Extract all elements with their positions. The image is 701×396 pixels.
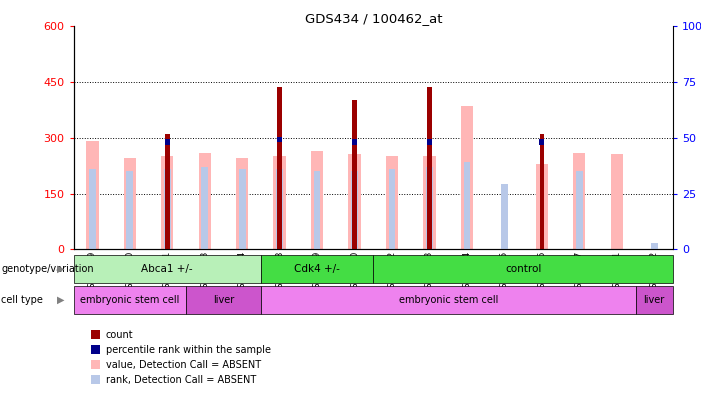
Bar (539, 139, 544, 145)
Bar (261, 286, 636, 314)
Bar (461, 106, 473, 249)
Bar (261, 255, 373, 283)
Text: liver: liver (644, 295, 665, 305)
Bar (277, 137, 282, 143)
Bar (386, 156, 398, 249)
Text: rank, Detection Call = ABSENT: rank, Detection Call = ABSENT (106, 375, 256, 385)
Bar (273, 156, 286, 249)
Bar (611, 154, 623, 249)
Text: embryonic stem cell: embryonic stem cell (398, 295, 498, 305)
Bar (651, 243, 658, 249)
Bar (74, 255, 261, 283)
Bar (576, 171, 583, 249)
Bar (278, 87, 282, 249)
Text: value, Detection Call = ABSENT: value, Detection Call = ABSENT (106, 360, 261, 370)
Text: genotype/variation: genotype/variation (1, 264, 94, 274)
Bar (161, 156, 173, 249)
Bar (426, 168, 433, 249)
Bar (636, 286, 673, 314)
Bar (351, 171, 358, 249)
Bar (311, 150, 323, 249)
Bar (126, 171, 133, 249)
Title: GDS434 / 100462_at: GDS434 / 100462_at (304, 11, 442, 25)
Bar (89, 169, 96, 249)
Bar (198, 152, 211, 249)
Bar (314, 171, 320, 249)
Text: count: count (106, 329, 133, 340)
Text: control: control (505, 264, 541, 274)
Bar (423, 156, 435, 249)
Bar (427, 87, 432, 249)
Bar (536, 164, 548, 249)
Bar (164, 169, 170, 249)
Bar (236, 158, 248, 249)
Text: Abca1 +/-: Abca1 +/- (142, 264, 193, 274)
Bar (239, 169, 245, 249)
Bar (540, 134, 544, 249)
Bar (373, 255, 673, 283)
Text: cell type: cell type (1, 295, 43, 305)
Text: ▶: ▶ (57, 264, 64, 274)
Bar (86, 141, 99, 249)
Text: liver: liver (213, 295, 234, 305)
Bar (123, 158, 136, 249)
Bar (353, 100, 357, 249)
Bar (348, 154, 361, 249)
Bar (201, 168, 208, 249)
Text: percentile rank within the sample: percentile rank within the sample (106, 345, 271, 355)
Bar (573, 152, 585, 249)
Bar (276, 169, 283, 249)
Bar (165, 139, 170, 145)
Bar (501, 184, 508, 249)
Bar (388, 169, 395, 249)
Text: Cdk4 +/-: Cdk4 +/- (294, 264, 340, 274)
Bar (74, 286, 186, 314)
Bar (427, 139, 432, 145)
Bar (186, 286, 261, 314)
Text: ▶: ▶ (57, 295, 64, 305)
Bar (352, 139, 357, 145)
Text: embryonic stem cell: embryonic stem cell (80, 295, 179, 305)
Bar (165, 134, 170, 249)
Bar (463, 162, 470, 249)
